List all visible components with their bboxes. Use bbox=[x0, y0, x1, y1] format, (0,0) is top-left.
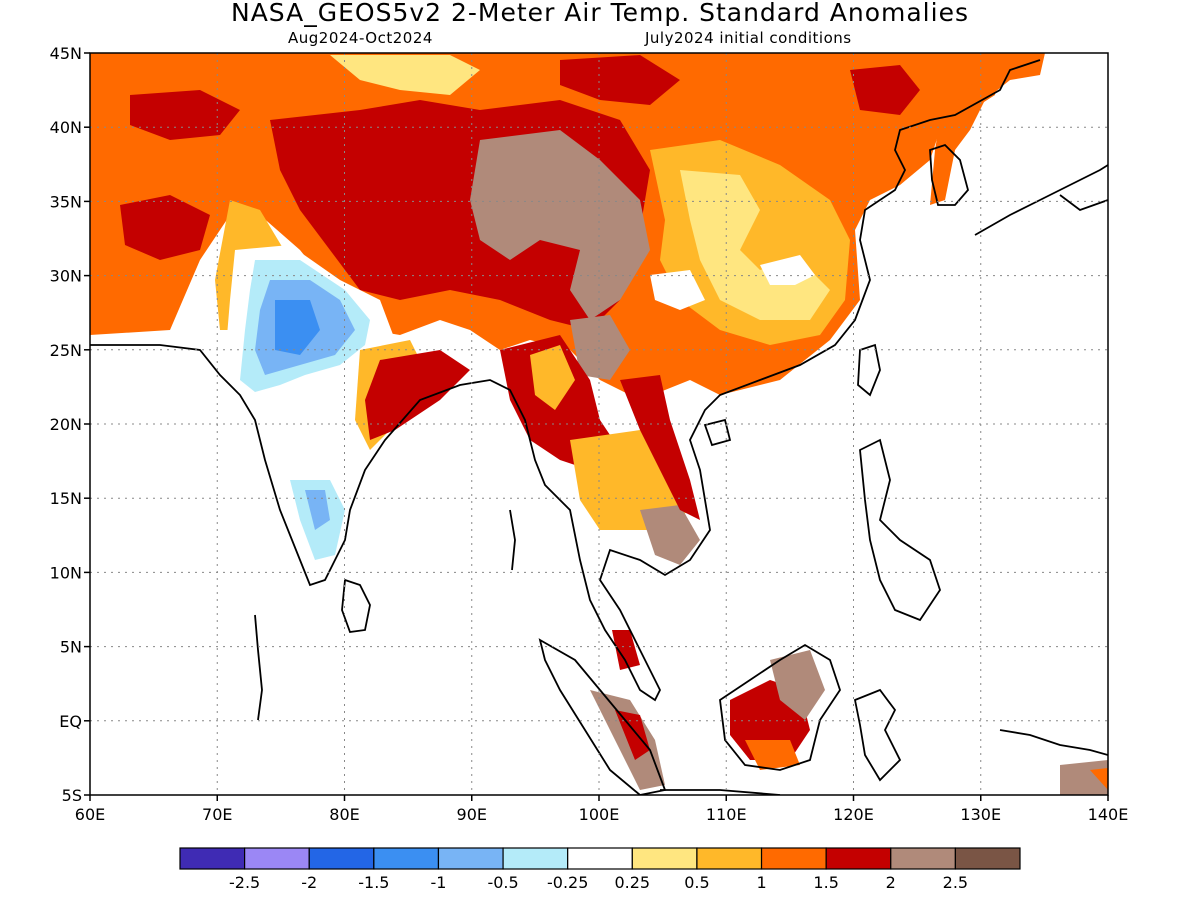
lat-tick-label: 30N bbox=[50, 267, 82, 286]
colorbar-label: 1 bbox=[756, 873, 766, 892]
lat-tick-label: 5N bbox=[60, 638, 82, 657]
coastline-sulawesi bbox=[853, 688, 902, 782]
anomaly-region-brown-borneo bbox=[770, 650, 825, 720]
coastline-andaman bbox=[509, 509, 516, 571]
coastline-sumatra bbox=[538, 638, 667, 795]
anomaly-region-white-eastcoast bbox=[760, 255, 815, 285]
anomaly-region-blue-deccan bbox=[305, 490, 330, 530]
anomaly-region-darkred-malaya bbox=[612, 630, 640, 670]
coastline-japan bbox=[974, 164, 1108, 236]
lon-tick-label: 70E bbox=[202, 805, 232, 824]
lon-tick-label: 80E bbox=[329, 805, 359, 824]
anomaly-region-darkred-bengal bbox=[365, 350, 470, 440]
colorbar-swatch bbox=[308, 847, 375, 870]
forecast-period: Aug2024-Oct2024 bbox=[288, 29, 433, 47]
lon-tick-label: 130E bbox=[960, 805, 1001, 824]
colorbar-label: -1 bbox=[430, 873, 446, 892]
coastline-borneo bbox=[719, 643, 841, 771]
anomaly-region-lightorange-burma bbox=[530, 345, 575, 410]
lon-tick-label: 100E bbox=[579, 805, 620, 824]
anomaly-region-orange-borneo bbox=[745, 740, 800, 770]
anomaly-region-darkred-manchuria bbox=[850, 65, 920, 115]
colorbar-label: 2 bbox=[886, 873, 896, 892]
lat-tick-label: 10N bbox=[50, 563, 82, 582]
colorbar-label: 0.25 bbox=[614, 873, 650, 892]
coastline-newguinea bbox=[999, 729, 1108, 756]
coastline-korea bbox=[929, 143, 969, 206]
latitude-labels: 45N 40N 35N 30N 25N 20N 15N 10N 5N EQ 5S bbox=[50, 44, 90, 805]
initial-conditions: July2024 initial conditions bbox=[645, 29, 852, 47]
colorbar-label: -1.5 bbox=[358, 873, 389, 892]
anomaly-region-midblue-india bbox=[275, 300, 320, 355]
coastlines bbox=[90, 59, 1108, 795]
anomaly-region-darkred-kazakh bbox=[130, 90, 240, 140]
colorbar-swatch bbox=[760, 847, 827, 870]
colorbar-label: 1.5 bbox=[813, 873, 838, 892]
colorbar-label: -0.25 bbox=[547, 873, 588, 892]
anomaly-fields bbox=[90, 53, 1108, 795]
anomaly-region-brown-cambodia bbox=[640, 505, 700, 565]
anomaly-region-white-centralchina bbox=[650, 270, 705, 310]
colorbar-swatch bbox=[631, 847, 698, 870]
graticule bbox=[90, 53, 1108, 795]
longitude-labels: 60E 70E 80E 90E 100E 110E 120E 130E 140E bbox=[75, 795, 1129, 824]
lat-tick-label: 15N bbox=[50, 489, 82, 508]
lat-tick-label: EQ bbox=[59, 712, 82, 731]
colorbar-swatch bbox=[437, 847, 504, 870]
lat-tick-label: 35N bbox=[50, 192, 82, 211]
colorbar-swatch bbox=[696, 847, 763, 870]
coastline-taiwan bbox=[857, 343, 881, 397]
colorbar-label: -2 bbox=[301, 873, 317, 892]
colorbar-label: -0.5 bbox=[487, 873, 518, 892]
colorbar-label: 2.5 bbox=[943, 873, 968, 892]
lon-tick-label: 140E bbox=[1088, 805, 1129, 824]
anomaly-region-brown-newguinea bbox=[1060, 760, 1108, 795]
anomaly-region-darkred-mongolia bbox=[560, 55, 680, 105]
lon-tick-label: 120E bbox=[833, 805, 874, 824]
lon-tick-label: 110E bbox=[706, 805, 747, 824]
anomaly-region-darkred-vietnam bbox=[620, 375, 700, 520]
lat-tick-label: 5S bbox=[62, 786, 82, 805]
lon-tick-label: 90E bbox=[457, 805, 487, 824]
lat-tick-label: 20N bbox=[50, 415, 82, 434]
coastline-asia-mainland bbox=[90, 59, 1041, 702]
anomaly-region-brown-tibet bbox=[470, 130, 650, 320]
map-title: NASA_GEOS5v2 2-Meter Air Temp. Standard … bbox=[231, 0, 969, 27]
anomaly-region-brown-yunnan bbox=[570, 315, 630, 380]
colorbar-swatch bbox=[890, 847, 956, 870]
anomaly-region-darkred-west bbox=[120, 195, 210, 260]
coastline-maldives bbox=[254, 614, 263, 721]
lon-tick-label: 60E bbox=[75, 805, 105, 824]
colorbar-swatch bbox=[373, 847, 440, 870]
lat-tick-label: 40N bbox=[50, 118, 82, 137]
coastline-philippines bbox=[859, 438, 941, 622]
colorbar-labels: -2.5 -2 -1.5 -1 -0.5 -0.25 0.25 0.5 1 1.5 2 2.5 bbox=[229, 873, 968, 892]
coastline-hainan bbox=[703, 418, 732, 447]
colorbar-swatch bbox=[502, 847, 569, 870]
colorbar-swatch bbox=[179, 847, 246, 870]
anomaly-region-orange-newguinea bbox=[1090, 768, 1108, 790]
colorbar-swatch bbox=[825, 847, 892, 870]
anomaly-region-orange-northeast bbox=[930, 53, 1045, 205]
coastline-srilanka bbox=[341, 578, 371, 633]
anomaly-region-yellow-mongolia bbox=[330, 55, 480, 95]
lat-tick-label: 25N bbox=[50, 341, 82, 360]
colorbar bbox=[179, 847, 1021, 870]
colorbar-swatch bbox=[244, 847, 310, 870]
anomaly-region-darkred-sumatra bbox=[615, 710, 650, 760]
lat-tick-label: 45N bbox=[50, 44, 82, 63]
colorbar-swatch bbox=[954, 847, 1021, 870]
colorbar-label: -2.5 bbox=[229, 873, 260, 892]
colorbar-swatch bbox=[567, 847, 633, 870]
colorbar-label: 0.5 bbox=[684, 873, 709, 892]
coastline-java bbox=[660, 789, 781, 795]
